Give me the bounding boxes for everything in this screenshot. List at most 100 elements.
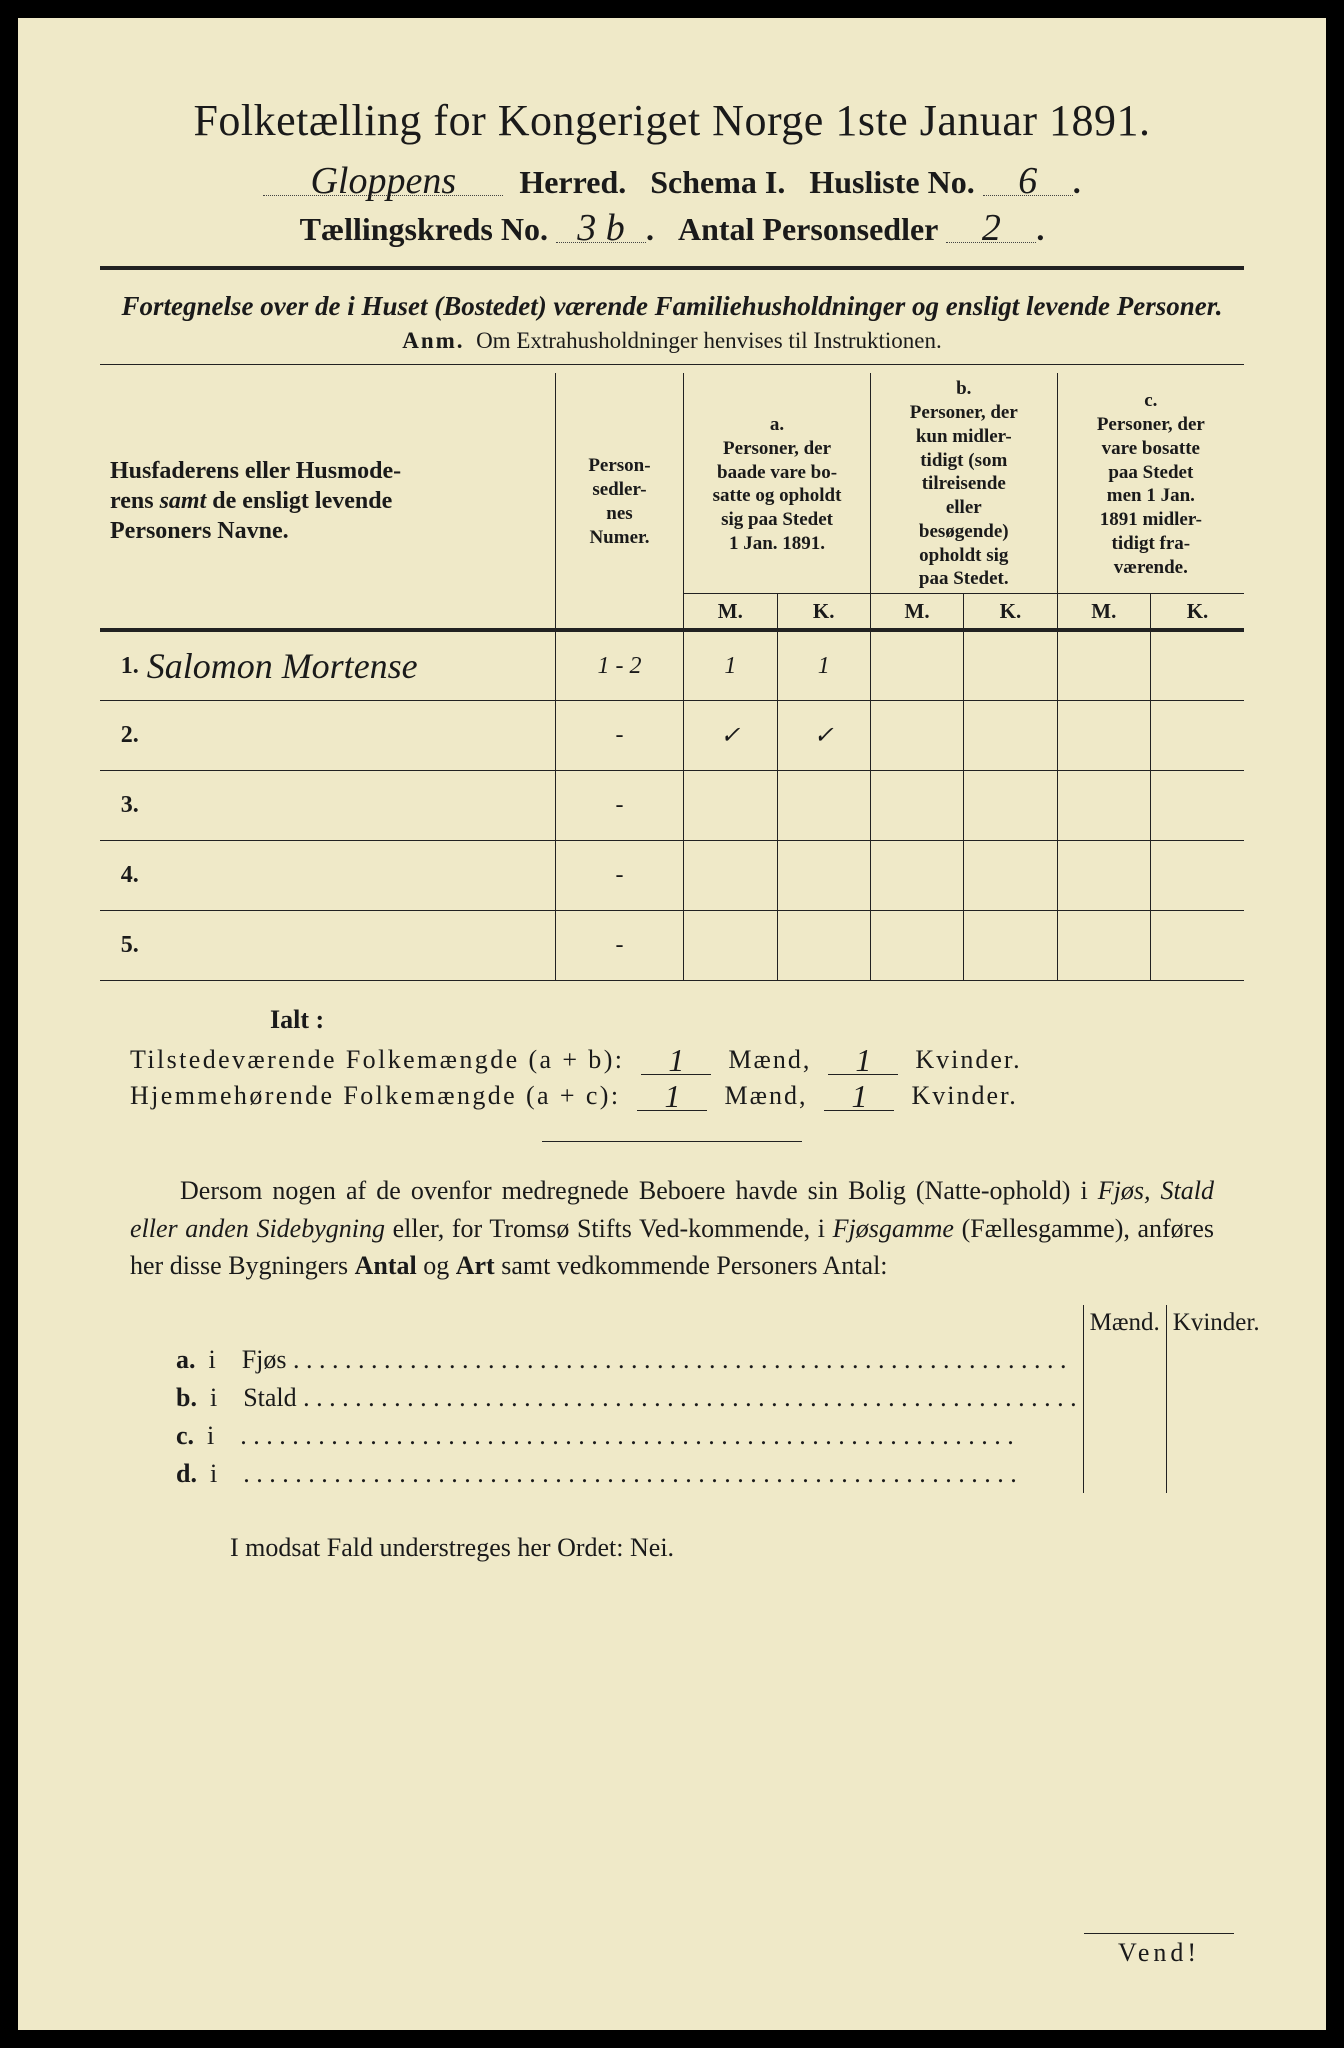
row-a-k: 1 bbox=[777, 630, 870, 700]
census-form-page: Folketælling for Kongeriget Norge 1ste J… bbox=[0, 0, 1344, 2048]
row-name bbox=[147, 700, 556, 770]
lower-row: b. i Stald . . . . . . . . . . . . . . .… bbox=[170, 1379, 1266, 1417]
row-a-m bbox=[684, 910, 777, 980]
anm-text: Om Extrahusholdninger henvises til Instr… bbox=[476, 328, 942, 353]
col-b-m: M. bbox=[870, 594, 963, 631]
row-b-m bbox=[870, 840, 963, 910]
row-number: 1. bbox=[100, 630, 147, 700]
row-a-m: ✓ bbox=[684, 700, 777, 770]
row-number: 2. bbox=[100, 700, 147, 770]
row-numer: - bbox=[555, 840, 683, 910]
row-b-k bbox=[964, 910, 1057, 980]
kreds-handwritten: 3 b bbox=[556, 215, 646, 243]
lower-row-m bbox=[1083, 1379, 1166, 1417]
anm-line: Anm. Om Extrahusholdninger henvises til … bbox=[100, 328, 1244, 354]
lower-row-k bbox=[1166, 1455, 1265, 1493]
row-c-m bbox=[1057, 630, 1150, 700]
row-a-k: ✓ bbox=[777, 700, 870, 770]
lower-table: Mænd. Kvinder. a. i Fjøs . . . . . . . .… bbox=[170, 1305, 1266, 1493]
row-name: Salomon Mortense bbox=[147, 630, 556, 700]
lower-row-label: d. i . . . . . . . . . . . . . . . . . .… bbox=[170, 1455, 1083, 1493]
row-a-k bbox=[777, 840, 870, 910]
lower-row-k bbox=[1166, 1341, 1265, 1379]
row-c-k bbox=[1151, 840, 1244, 910]
col-b-header: b. Personer, derkun midler-tidigt (somti… bbox=[870, 373, 1057, 593]
col-c-k: K. bbox=[1151, 594, 1244, 631]
lower-maend-header: Mænd. bbox=[1083, 1305, 1166, 1341]
rule-thick-1 bbox=[100, 266, 1244, 270]
row-c-k bbox=[1151, 770, 1244, 840]
col-c-header: c. Personer, dervare bosattepaa Stedetme… bbox=[1057, 373, 1244, 593]
row-b-k bbox=[964, 630, 1057, 700]
row-name bbox=[147, 840, 556, 910]
lower-row: c. i . . . . . . . . . . . . . . . . . .… bbox=[170, 1417, 1266, 1455]
ialt-label: Ialt : bbox=[270, 1005, 1244, 1035]
page-title: Folketælling for Kongeriget Norge 1ste J… bbox=[100, 95, 1244, 146]
row-numer: - bbox=[555, 700, 683, 770]
row-b-k bbox=[964, 770, 1057, 840]
herred-label: Herred. bbox=[519, 164, 626, 200]
row-b-m bbox=[870, 630, 963, 700]
col-numer-header: Person-sedler-nesNumer. bbox=[555, 373, 683, 630]
total-ab-k: 1 bbox=[828, 1048, 898, 1075]
header-line-1: Gloppens Herred. Schema I. Husliste No. … bbox=[100, 164, 1244, 201]
rule-thin-1 bbox=[100, 364, 1244, 365]
lower-row-m bbox=[1083, 1417, 1166, 1455]
col-c-m: M. bbox=[1057, 594, 1150, 631]
lower-row: d. i . . . . . . . . . . . . . . . . . .… bbox=[170, 1455, 1266, 1493]
row-a-m bbox=[684, 770, 777, 840]
row-c-m bbox=[1057, 840, 1150, 910]
row-a-m: 1 bbox=[684, 630, 777, 700]
col-a-m: M. bbox=[684, 594, 777, 631]
kreds-label: Tællingskreds No. bbox=[300, 211, 548, 247]
subtitle: Fortegnelse over de i Huset (Bostedet) v… bbox=[100, 288, 1244, 324]
row-c-m bbox=[1057, 770, 1150, 840]
row-b-k bbox=[964, 840, 1057, 910]
totals-line-2: Hjemmehørende Folkemængde (a + c): 1 Mæn… bbox=[130, 1081, 1244, 1111]
row-b-m bbox=[870, 770, 963, 840]
herred-handwritten: Gloppens bbox=[263, 168, 503, 196]
row-number: 3. bbox=[100, 770, 147, 840]
col-a-k: K. bbox=[777, 594, 870, 631]
total-ab-m: 1 bbox=[641, 1048, 711, 1075]
table-row: 5.- bbox=[100, 910, 1244, 980]
vend-label: Vend! bbox=[1084, 1933, 1234, 1968]
total-ac-m: 1 bbox=[637, 1084, 707, 1111]
lower-row-m bbox=[1083, 1341, 1166, 1379]
row-numer: - bbox=[555, 770, 683, 840]
totals-line-1: Tilstedeværende Folkemængde (a + b): 1 M… bbox=[130, 1045, 1244, 1075]
antal-label: Antal Personsedler bbox=[678, 211, 938, 247]
col-a-header: a. Personer, derbaade vare bo-satte og o… bbox=[684, 373, 871, 593]
antal-handwritten: 2 bbox=[946, 215, 1036, 243]
lower-row-k bbox=[1166, 1417, 1265, 1455]
lower-row-k bbox=[1166, 1379, 1265, 1417]
row-c-k bbox=[1151, 630, 1244, 700]
lower-kvinder-header: Kvinder. bbox=[1166, 1305, 1265, 1341]
col-b-k: K. bbox=[964, 594, 1057, 631]
lower-row-label: a. i Fjøs . . . . . . . . . . . . . . . … bbox=[170, 1341, 1083, 1379]
total-ac-k: 1 bbox=[824, 1084, 894, 1111]
schema-label: Schema I. bbox=[650, 164, 785, 200]
row-name bbox=[147, 910, 556, 980]
anm-label: Anm. bbox=[402, 328, 464, 353]
row-c-k bbox=[1151, 700, 1244, 770]
row-a-k bbox=[777, 910, 870, 980]
row-b-k bbox=[964, 700, 1057, 770]
row-number: 5. bbox=[100, 910, 147, 980]
col-name-header: Husfaderens eller Husmode-rens samt de e… bbox=[110, 458, 401, 544]
side-building-paragraph: Dersom nogen af de ovenfor medregnede Be… bbox=[130, 1172, 1214, 1285]
row-c-k bbox=[1151, 910, 1244, 980]
table-row: 3. - bbox=[100, 770, 1244, 840]
lower-row-label: c. i . . . . . . . . . . . . . . . . . .… bbox=[170, 1417, 1083, 1455]
lower-row: a. i Fjøs . . . . . . . . . . . . . . . … bbox=[170, 1341, 1266, 1379]
row-number: 4. bbox=[100, 840, 147, 910]
row-a-m bbox=[684, 840, 777, 910]
table-row: 2.-✓✓ bbox=[100, 700, 1244, 770]
row-a-k bbox=[777, 770, 870, 840]
table-row: 4. - bbox=[100, 840, 1244, 910]
lower-row-m bbox=[1083, 1455, 1166, 1493]
main-table: Husfaderens eller Husmode-rens samt de e… bbox=[100, 373, 1244, 981]
row-c-m bbox=[1057, 700, 1150, 770]
table-row: 1.Salomon Mortense1 - 211 bbox=[100, 630, 1244, 700]
row-name bbox=[147, 770, 556, 840]
